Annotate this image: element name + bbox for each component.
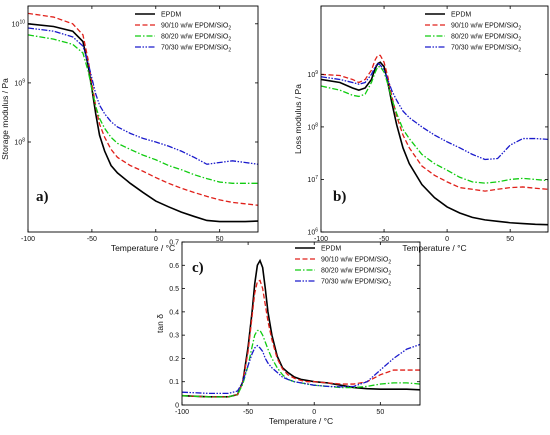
x-axis-label: Temperature / °C (269, 416, 333, 426)
series-line-0 (28, 22, 258, 223)
series-line-3 (321, 62, 548, 161)
y-tick-label: 109 (14, 78, 25, 87)
y-tick-label: 0.7 (169, 240, 179, 247)
x-tick-label: 0 (154, 236, 158, 243)
y-axis-label: Storage modulus / Pa (0, 78, 10, 160)
y-tick-label: 0.3 (169, 333, 179, 340)
legend-entry-1: 90/10 w/w EPDM/SiO2 (321, 257, 391, 266)
x-tick-label: 0 (312, 409, 316, 416)
series-line-0 (321, 61, 548, 226)
y-tick-label: 106 (307, 228, 318, 237)
plot-frame (27, 5, 259, 233)
series-line-2 (28, 34, 258, 184)
legend: EPDM 90/10 w/w EPDM/SiO2 80/20 w/w EPDM/Si… (295, 246, 391, 288)
panel-label: b) (333, 189, 346, 205)
y-tick-label: 109 (307, 70, 318, 79)
x-tick-label: -50 (87, 236, 97, 243)
series-line-1 (321, 54, 548, 192)
legend-entry-1: 90/10 w/w EPDM/SiO2 (451, 23, 521, 32)
legend-entry-2: 80/20 w/w EPDM/SiO2 (161, 34, 231, 43)
legend-entry-0: EPDM (321, 246, 341, 253)
x-axis-label: Temperature / °C (402, 243, 466, 253)
y-tick-label: 108 (307, 122, 318, 131)
x-axis-label: Temperature / °C (111, 243, 175, 253)
y-tick-label: 108 (14, 137, 25, 146)
series-line-2 (321, 66, 548, 184)
chart-panel-b: -100 -50 0 50 106 107 108 109 Temperature / °C Lo… (293, 5, 549, 253)
panel-label: c) (192, 260, 204, 276)
legend-entry-1: 90/10 w/w EPDM/SiO2 (161, 23, 231, 32)
series-line-2 (182, 329, 420, 398)
x-tick-label: -50 (243, 409, 253, 416)
series-line-3 (182, 343, 420, 395)
y-axis-label: Loss modulus / Pa (293, 84, 303, 154)
y-tick-label: 0 (175, 403, 179, 410)
x-tick-label: 50 (376, 409, 384, 416)
plot-frame (181, 241, 421, 406)
legend: EPDM 90/10 w/w EPDM/SiO2 80/20 w/w EPDM/Si… (425, 12, 521, 54)
chart-panel-a: -100 -50 0 50 108 109 1010 Temperature / °C Stor… (0, 5, 259, 253)
plot-frame (320, 5, 549, 233)
y-tick-label: 107 (307, 175, 318, 184)
x-tick-label: 50 (506, 236, 514, 243)
panel-label: a) (36, 189, 49, 205)
series-line-1 (28, 12, 258, 206)
legend: EPDM 90/10 w/w EPDM/SiO2 80/20 w/w EPDM/Si… (135, 12, 231, 54)
series-line-1 (182, 279, 420, 398)
y-tick-label: 0.4 (169, 309, 179, 316)
x-tick-label: -100 (21, 236, 35, 243)
y-axis-label: tan δ (155, 314, 165, 333)
legend-entry-0: EPDM (451, 12, 471, 19)
x-tick-label: 50 (216, 236, 224, 243)
y-tick-label: 0.5 (169, 286, 179, 293)
y-tick-label: 1010 (12, 19, 26, 28)
x-tick-label: 0 (445, 236, 449, 243)
series-line-3 (28, 27, 258, 165)
legend-entry-2: 80/20 w/w EPDM/SiO2 (321, 268, 391, 277)
legend-entry-3: 70/30 w/w EPDM/SiO2 (321, 279, 391, 288)
legend-entry-2: 80/20 w/w EPDM/SiO2 (451, 34, 521, 43)
x-tick-label: -100 (314, 236, 328, 243)
chart-panel-c: -100 -50 0 50 0 0.1 0.2 0.3 0.4 0.5 0.6 0.7 Temperat… (155, 240, 421, 426)
legend-entry-3: 70/30 w/w EPDM/SiO2 (451, 45, 521, 54)
y-tick-label: 0.6 (169, 263, 179, 270)
y-tick-label: 0.1 (169, 379, 179, 386)
x-tick-label: -50 (379, 236, 389, 243)
legend-entry-0: EPDM (161, 12, 181, 19)
y-tick-label: 0.2 (169, 356, 179, 363)
x-tick-label: -100 (175, 409, 189, 416)
legend-entry-3: 70/30 w/w EPDM/SiO2 (161, 45, 231, 54)
